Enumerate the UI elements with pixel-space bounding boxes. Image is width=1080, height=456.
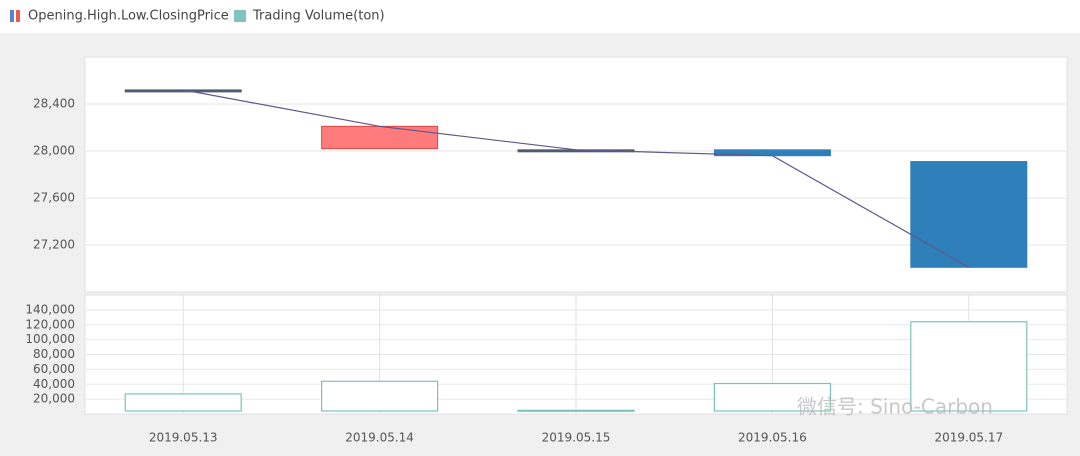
- y-tick-label: 27,600: [33, 191, 75, 205]
- y2-tick-label: 120,000: [25, 317, 75, 331]
- y2-tick-label: 60,000: [33, 362, 75, 376]
- volume-bar: [713, 382, 832, 412]
- y-tick-label: 28,000: [33, 144, 75, 158]
- x-tick-label: 2019.05.14: [345, 431, 414, 445]
- close-line: [183, 89, 970, 268]
- price-panel: [84, 56, 1068, 293]
- volume-bar: [517, 409, 635, 412]
- candle-body: [321, 125, 439, 150]
- y2-tick-label: 100,000: [25, 332, 75, 346]
- y2-tick-label: 40,000: [33, 377, 75, 391]
- x-tick-label: 2019.05.15: [542, 431, 611, 445]
- x-tick-label: 2019.05.17: [934, 431, 1003, 445]
- y-tick-label: 28,400: [33, 97, 75, 111]
- y2-tick-label: 20,000: [33, 392, 75, 406]
- legend-icon: [10, 10, 14, 22]
- volume-bar: [124, 393, 242, 412]
- x-tick-label: 2019.05.13: [149, 431, 218, 445]
- volume-bar: [910, 321, 1028, 412]
- y2-tick-label: 140,000: [25, 302, 75, 316]
- candle-body: [910, 161, 1028, 268]
- legend-icon: [16, 10, 20, 22]
- y-tick-label: 27,200: [33, 238, 75, 252]
- legend-bar: [0, 0, 1080, 33]
- watermark: 微信号: Sino-Carbon: [797, 395, 993, 419]
- legend-icon: [234, 10, 246, 22]
- y2-tick-label: 80,000: [33, 347, 75, 361]
- volume-bar: [321, 380, 439, 412]
- legend-label[interactable]: Trading Volume(ton): [252, 9, 385, 24]
- x-tick-label: 2019.05.16: [738, 431, 807, 445]
- legend-label[interactable]: Opening.High.Low.ClosingPrice: [28, 9, 229, 24]
